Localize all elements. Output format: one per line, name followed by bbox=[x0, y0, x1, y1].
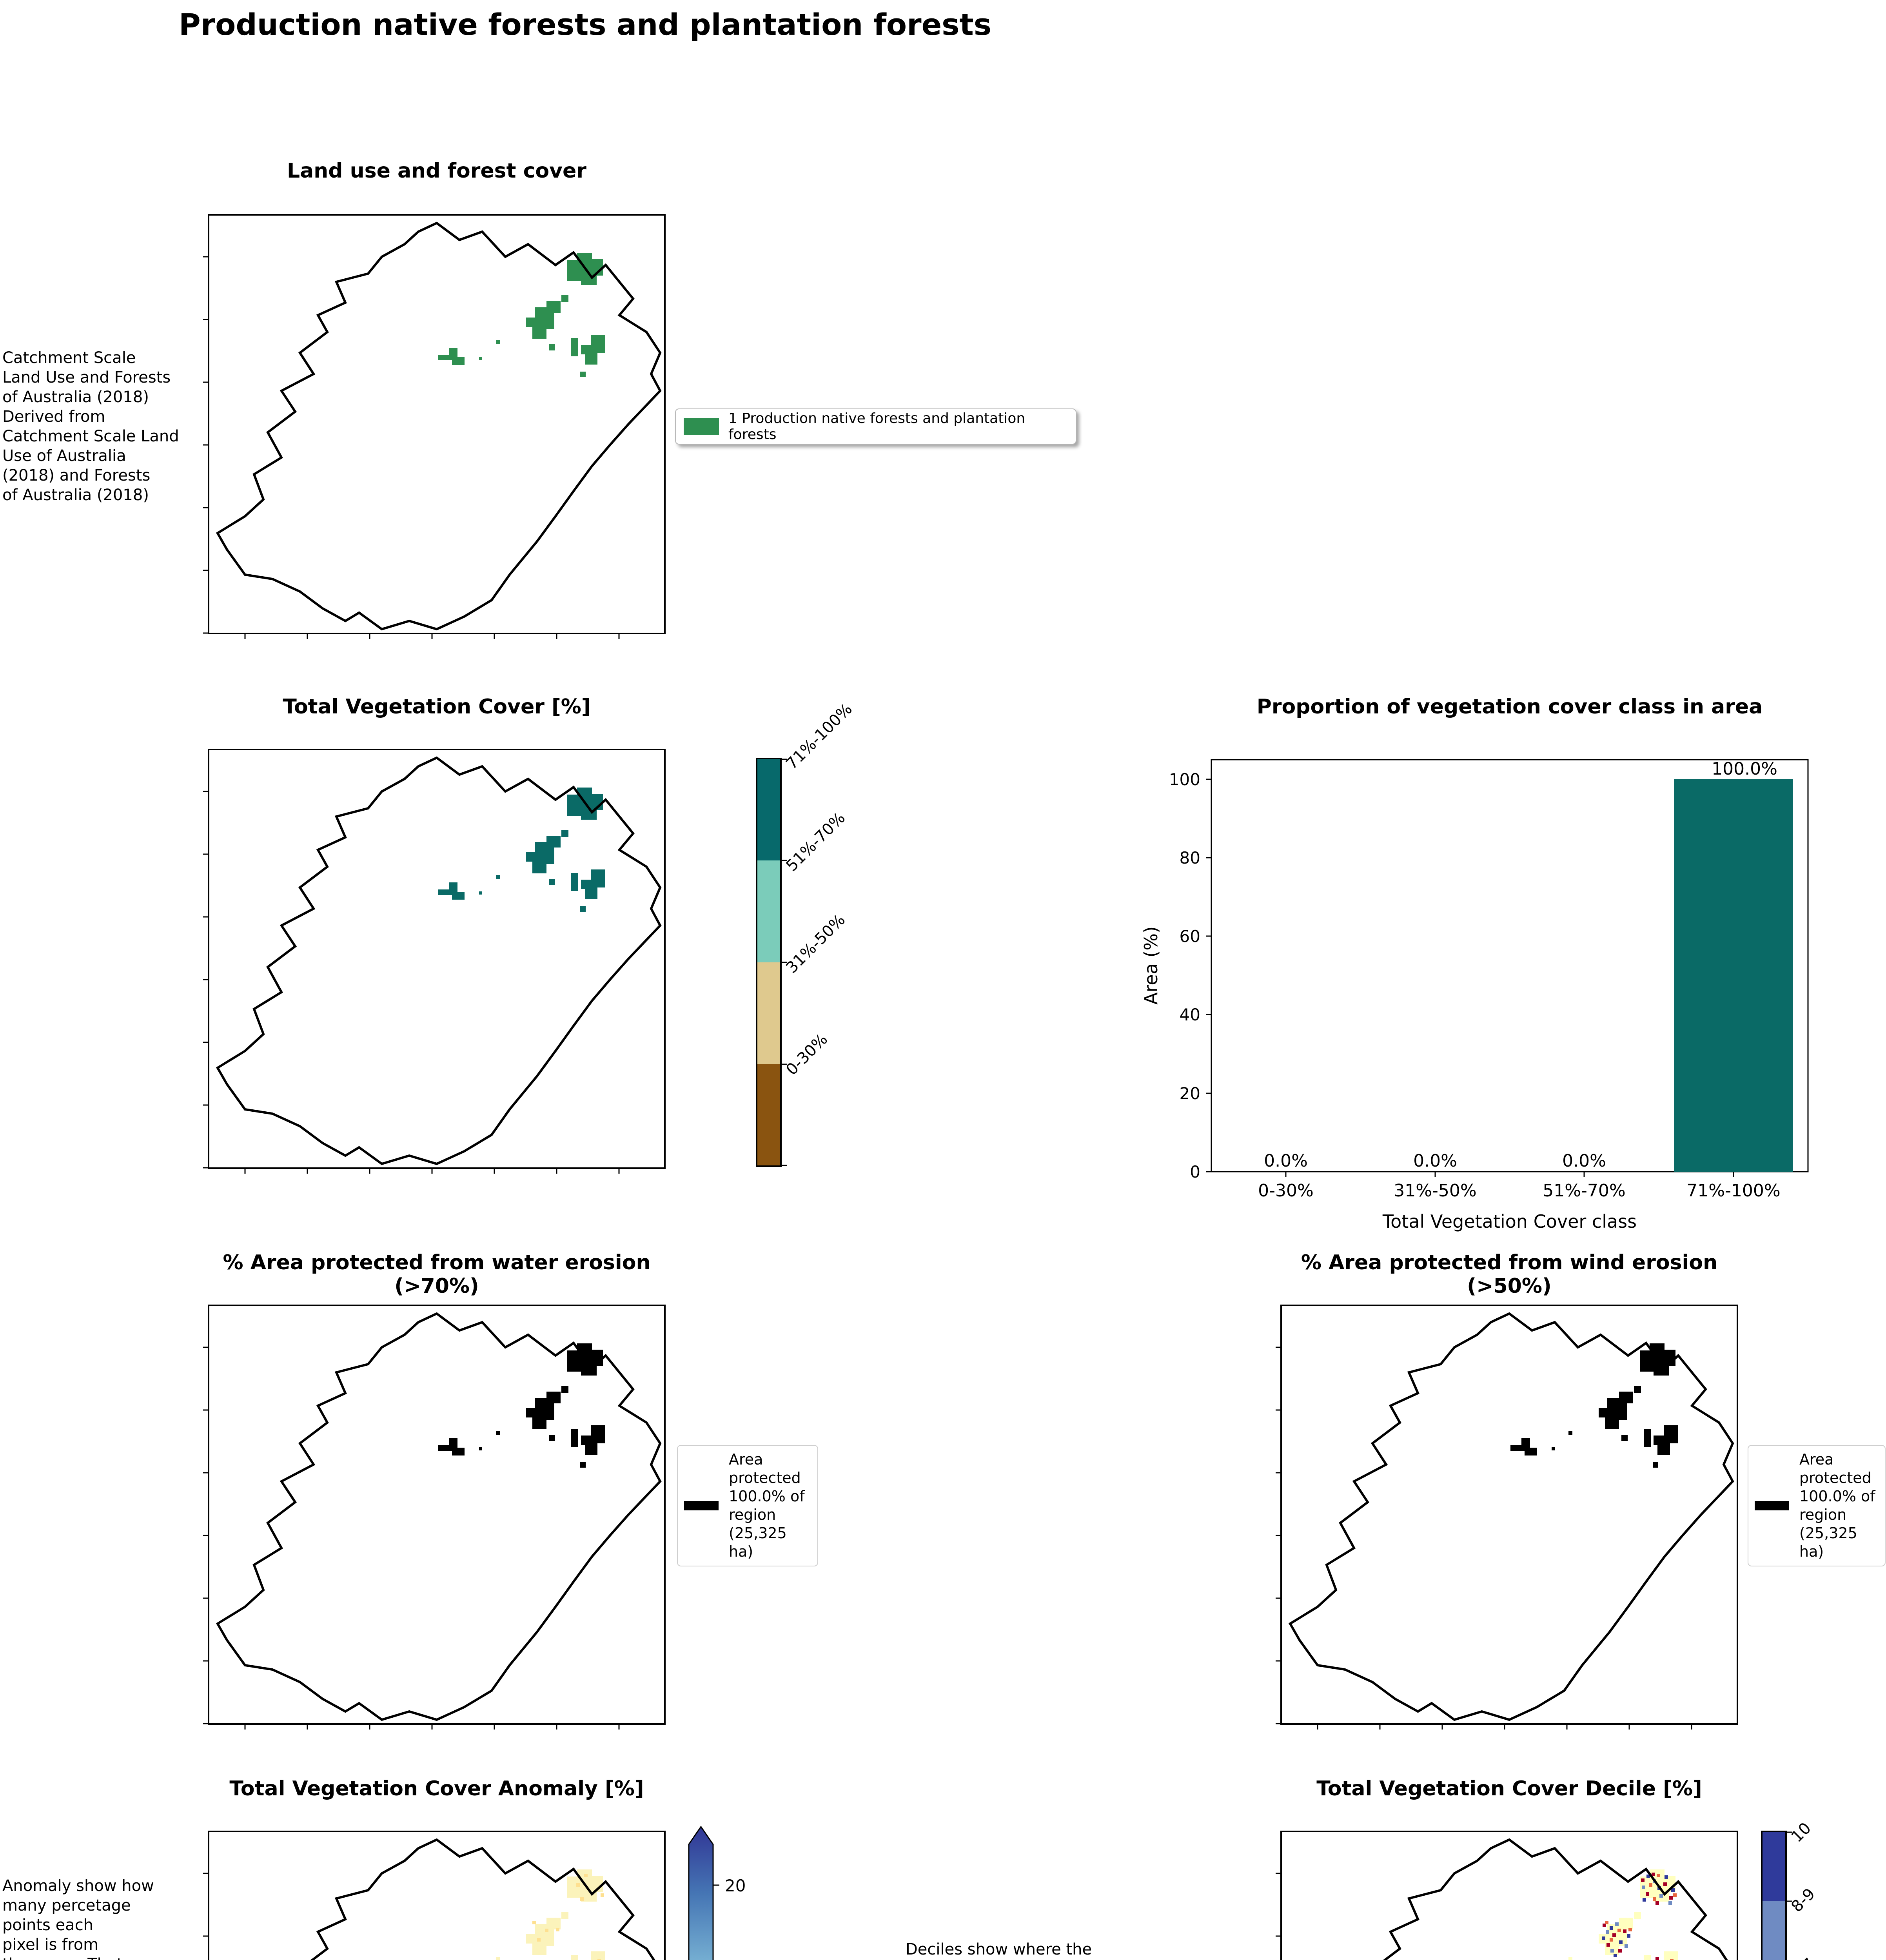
cb-tick-10: 10 bbox=[725, 1958, 746, 1960]
catchment-boundary bbox=[310, 1838, 655, 1960]
ytick-20: 20 bbox=[1180, 1084, 1200, 1103]
catchment-boundary bbox=[216, 756, 662, 1165]
cb-seg-8-9 bbox=[1762, 1901, 1786, 1960]
cb-label-10: 10 bbox=[1788, 1819, 1815, 1846]
water-legend: Area protected 100.0% of region (25,325 … bbox=[677, 1445, 818, 1566]
legend-swatch-green bbox=[684, 418, 719, 435]
anomaly-note: Anomaly show how many percetage points e… bbox=[2, 1877, 154, 1960]
legend-label: 1 Production native forests and plantati… bbox=[728, 410, 1026, 443]
x-axis-label: Total Vegetation Cover class bbox=[1382, 1211, 1637, 1232]
decile-patches-base bbox=[1568, 1869, 1678, 1960]
cb-tick-20: 20 bbox=[725, 1876, 746, 1895]
cb-ticks bbox=[1786, 1831, 1792, 1902]
water-legend-text: Area protected 100.0% of region (25,325 … bbox=[729, 1451, 805, 1560]
map-yticks bbox=[203, 256, 209, 634]
barchart-title: Proportion of vegetation cover class in … bbox=[1256, 695, 1763, 719]
xtick-marks bbox=[1285, 1172, 1734, 1177]
map-xticks bbox=[244, 1168, 620, 1174]
cb-frame bbox=[1761, 1831, 1787, 1960]
ytick-60: 60 bbox=[1180, 927, 1200, 946]
vegcover-map bbox=[203, 749, 666, 1174]
cb-seg-51-70 bbox=[757, 860, 781, 962]
decile-map bbox=[1276, 1831, 1738, 1960]
cb-ticks bbox=[781, 759, 787, 1166]
cb-label-71-100: 71%-100% bbox=[783, 700, 856, 773]
legend-swatch-black bbox=[1755, 1501, 1789, 1510]
decile-note: Deciles show where the pixel value lies … bbox=[906, 1940, 1092, 1958]
barchart: 0 20 40 60 80 100 Area (%) 0-30% 31%-50%… bbox=[1140, 759, 1809, 1232]
map-xticks bbox=[244, 633, 620, 639]
forest-patches bbox=[438, 253, 605, 377]
wind-legend: Area protected 100.0% of region (25,325 … bbox=[1748, 1445, 1886, 1566]
landuse-legend: 1 Production native forests and plantati… bbox=[675, 408, 1076, 445]
cb-label-8-9: 8-9 bbox=[1788, 1885, 1819, 1916]
map-yticks bbox=[203, 1347, 209, 1724]
cb-seg-10 bbox=[1762, 1831, 1786, 1901]
xtick-71-100: 71%-100% bbox=[1686, 1181, 1780, 1201]
map-yticks bbox=[203, 1873, 209, 1937]
ytick-40: 40 bbox=[1180, 1005, 1200, 1024]
bar-label-0-30: 0.0% bbox=[1264, 1151, 1308, 1171]
y-axis-label: Area (%) bbox=[1140, 926, 1162, 1005]
wind-title: % Area protected from wind erosion (>50%… bbox=[1301, 1251, 1718, 1298]
water-title: % Area protected from water erosion (>70… bbox=[223, 1251, 651, 1298]
decile-colorbar: 10 8-9 4-7 2-3 1 bbox=[1761, 1819, 1819, 1960]
catchment-boundary bbox=[216, 221, 662, 631]
anomaly-patches bbox=[496, 1869, 605, 1960]
map-xticks bbox=[1317, 1724, 1692, 1730]
catchment-boundary bbox=[216, 1312, 662, 1721]
map-yticks bbox=[1276, 1347, 1281, 1724]
xtick-0-30: 0-30% bbox=[1258, 1181, 1314, 1201]
decile-title: Total Vegetation Cover Decile [%] bbox=[1316, 1777, 1702, 1800]
cb-label-4-7: 4-7 bbox=[1788, 1955, 1819, 1960]
cb-gradient bbox=[688, 1826, 714, 1960]
xtick-31-50: 31%-50% bbox=[1394, 1181, 1476, 1201]
water-map bbox=[203, 1305, 666, 1730]
page-title: Production native forests and plantation… bbox=[179, 7, 991, 42]
protected-patches bbox=[1510, 1343, 1678, 1468]
vegcover-title: Total Vegetation Cover [%] bbox=[283, 695, 591, 719]
ytick-marks bbox=[1206, 779, 1211, 1172]
wind-map bbox=[1276, 1305, 1738, 1730]
map-yticks bbox=[1276, 1873, 1281, 1937]
vegcover-colorbar: 71%-100% 51%-70% 31%-50% 0-30% bbox=[756, 700, 856, 1167]
cb-seg-71-100 bbox=[757, 759, 781, 860]
landuse-title: Land use and forest cover bbox=[287, 159, 586, 183]
anomaly-colorbar: 20 10 0 −10 −20 bbox=[688, 1826, 746, 1960]
anomaly-title: Total Vegetation Cover Anomaly [%] bbox=[229, 1777, 644, 1800]
cb-label-31-50: 31%-50% bbox=[783, 911, 849, 977]
bar-71-100 bbox=[1674, 779, 1793, 1172]
cb-label-0-30: 0-30% bbox=[783, 1030, 831, 1079]
landuse-map bbox=[203, 214, 666, 639]
protected-patches bbox=[438, 1343, 605, 1468]
bar-label-71-100: 100.0% bbox=[1712, 759, 1777, 779]
ytick-80: 80 bbox=[1180, 848, 1200, 867]
cb-seg-31-50 bbox=[757, 962, 781, 1064]
bar-label-31-50: 0.0% bbox=[1413, 1151, 1457, 1171]
wind-legend-text: Area protected 100.0% of region (25,325 … bbox=[1799, 1451, 1875, 1560]
landuse-caption: Catchment Scale Land Use and Forests of … bbox=[2, 349, 179, 504]
catchment-boundary bbox=[1383, 1838, 1728, 1960]
bar-label-51-70: 0.0% bbox=[1562, 1151, 1606, 1171]
legend-swatch-black bbox=[684, 1501, 719, 1510]
map-yticks bbox=[203, 791, 209, 1169]
xtick-51-70: 51%-70% bbox=[1543, 1181, 1625, 1201]
map-xticks bbox=[244, 1724, 620, 1730]
catchment-boundary bbox=[1288, 1312, 1734, 1721]
cb-label-51-70: 51%-70% bbox=[783, 809, 849, 875]
anomaly-map bbox=[203, 1831, 666, 1960]
ytick-100: 100 bbox=[1169, 770, 1200, 789]
cb-ticks bbox=[713, 1884, 719, 1886]
ytick-0: 0 bbox=[1190, 1162, 1200, 1181]
cb-seg-0-30 bbox=[757, 1064, 781, 1166]
veg-patches bbox=[438, 788, 605, 912]
